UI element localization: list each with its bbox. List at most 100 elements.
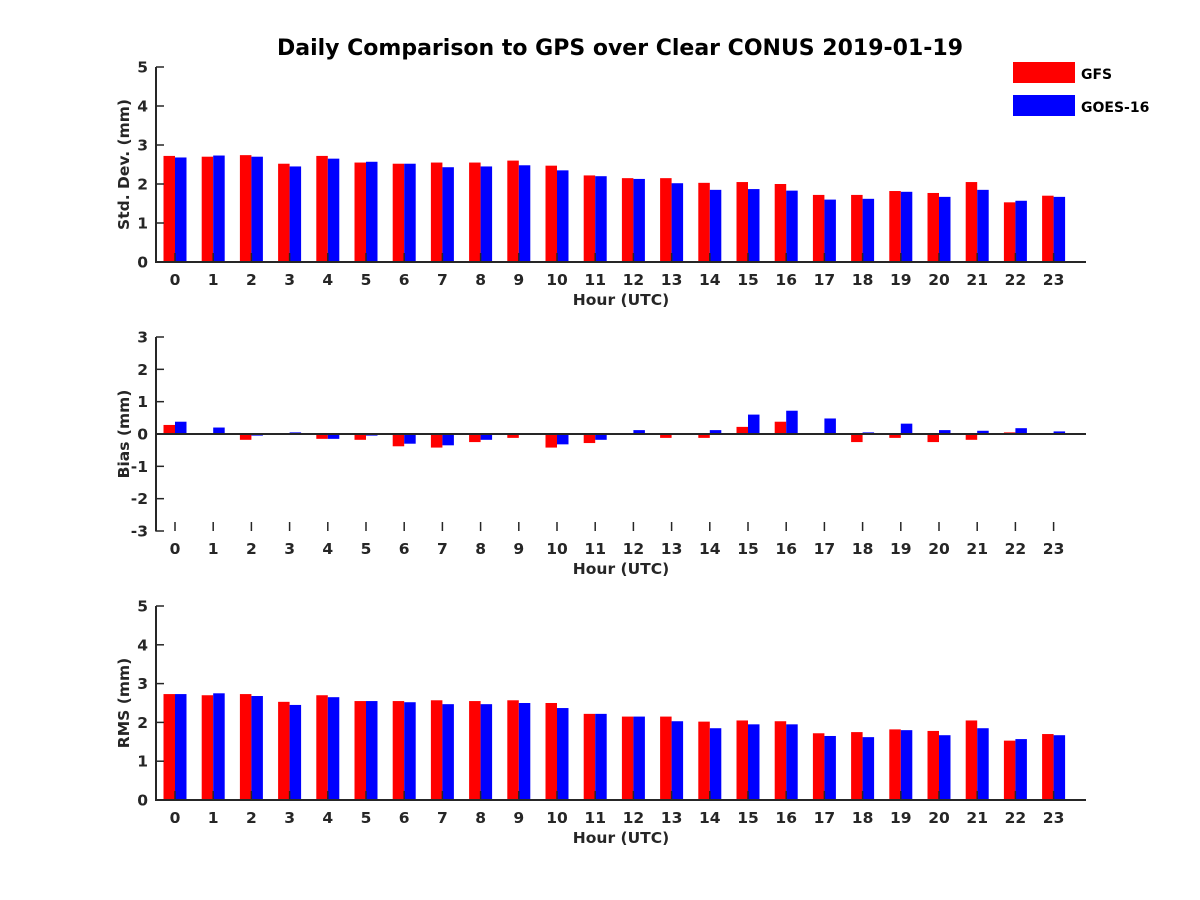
bar-rms-goes16-hour-22 [1015,739,1027,800]
x-tick-label-stddev: 9 [513,271,524,289]
bar-rms-gfs-hour-18 [851,732,863,800]
bar-rms-gfs-hour-4 [316,695,328,800]
y-tick-label-rms: 0 [137,792,148,810]
bar-stddev-goes16-hour-13 [671,183,684,262]
x-tick-label-rms: 15 [737,809,759,827]
bar-rms-gfs-hour-23 [1042,734,1054,800]
bar-rms-gfs-hour-22 [1003,740,1016,800]
bar-rms-gfs-hour-10 [545,703,557,800]
bar-rms-gfs-hour-1 [201,695,214,800]
bar-stddev-gfs-hour-0 [163,155,175,262]
x-tick-label-bias: 8 [475,540,486,558]
bar-rms-goes16-hour-11 [595,713,607,800]
x-tick-label-stddev: 23 [1043,271,1065,289]
bar-stddev-gfs-hour-22 [1003,202,1016,262]
bar-rms-goes16-hour-2 [251,696,263,800]
y-tick-label-stddev: 1 [137,215,148,233]
y-tick-label-stddev: 0 [137,254,148,272]
x-tick-label-bias: 5 [361,540,372,558]
x-tick-label-stddev: 14 [699,271,721,289]
bar-rms-gfs-hour-17 [812,733,825,800]
bar-rms-gfs-hour-0 [163,694,175,800]
x-tick-label-stddev: 0 [170,271,181,289]
y-tick-label-bias: -1 [131,458,148,476]
y-tick-label-bias: -3 [131,523,148,541]
bar-rms-goes16-hour-17 [824,735,836,800]
bar-bias-gfs-hour-15 [736,426,748,434]
bar-bias-goes16-hour-14 [709,430,722,434]
bar-stddev-gfs-hour-7 [430,162,443,262]
bar-stddev-goes16-hour-7 [442,167,454,262]
bar-stddev-goes16-hour-12 [633,178,645,262]
bar-bias-goes16-hour-19 [900,423,913,434]
x-axis-label-bias: Hour (UTC) [573,560,669,578]
x-tick-label-rms: 22 [1005,809,1027,827]
bar-stddev-goes16-hour-1 [213,155,225,262]
x-tick-label-bias: 23 [1043,540,1065,558]
x-tick-label-stddev: 13 [661,271,683,289]
bar-rms-gfs-hour-3 [278,701,290,800]
x-tick-label-bias: 3 [284,540,295,558]
bar-stddev-gfs-hour-11 [583,175,596,262]
bar-stddev-gfs-hour-14 [698,182,710,262]
legend-label-gfs: GFS [1081,67,1112,83]
legend-swatch-goes16 [1013,95,1075,116]
bar-bias-gfs-hour-5 [354,434,366,440]
y-axis-label-stddev: Std. Dev. (mm) [115,99,133,230]
x-tick-label-bias: 16 [775,540,797,558]
y-tick-label-bias: -2 [131,490,148,508]
bar-stddev-gfs-hour-21 [965,182,978,262]
bar-stddev-goes16-hour-0 [175,157,187,262]
x-tick-label-stddev: 12 [623,271,645,289]
bar-stddev-goes16-hour-22 [1015,200,1027,262]
bar-bias-gfs-hour-14 [698,434,710,438]
bar-rms-gfs-hour-6 [392,701,405,800]
y-tick-label-bias: 3 [137,329,148,347]
x-tick-label-stddev: 17 [814,271,836,289]
bar-stddev-goes16-hour-21 [977,189,989,262]
x-tick-label-bias: 14 [699,540,721,558]
x-tick-label-bias: 2 [246,540,257,558]
bar-stddev-goes16-hour-20 [939,196,951,262]
bar-bias-goes16-hour-12 [633,430,645,434]
x-tick-label-bias: 6 [399,540,410,558]
bar-stddev-gfs-hour-10 [545,165,557,262]
bar-bias-goes16-hour-7 [442,434,454,446]
x-tick-label-rms: 6 [399,809,410,827]
y-tick-label-bias: 0 [137,426,148,444]
bar-stddev-gfs-hour-8 [469,162,481,262]
bar-stddev-gfs-hour-2 [239,155,252,262]
x-tick-label-rms: 2 [246,809,257,827]
x-tick-label-rms: 1 [208,809,219,827]
x-tick-label-rms: 20 [928,809,950,827]
x-tick-label-rms: 13 [661,809,683,827]
x-tick-label-rms: 18 [852,809,874,827]
bar-rms-goes16-hour-12 [633,716,645,800]
bar-bias-gfs-hour-7 [430,434,443,448]
bar-stddev-goes16-hour-6 [404,163,416,262]
x-tick-label-rms: 23 [1043,809,1065,827]
x-tick-label-bias: 19 [890,540,912,558]
bar-rms-goes16-hour-0 [175,694,187,800]
bar-rms-goes16-hour-20 [939,735,951,800]
bar-bias-goes16-hour-17 [824,418,836,434]
y-tick-label-stddev: 2 [137,176,148,194]
bar-stddev-goes16-hour-5 [366,161,378,262]
x-tick-label-rms: 3 [284,809,295,827]
bar-bias-gfs-hour-20 [927,434,939,443]
x-axis-label-stddev: Hour (UTC) [573,291,669,309]
bar-rms-goes16-hour-13 [671,721,684,800]
bar-stddev-goes16-hour-8 [480,166,493,262]
x-tick-label-rms: 11 [584,809,606,827]
bar-stddev-gfs-hour-4 [316,155,328,262]
bar-stddev-goes16-hour-10 [557,170,569,262]
bar-rms-gfs-hour-9 [507,700,519,800]
x-tick-label-stddev: 19 [890,271,912,289]
x-tick-label-bias: 20 [928,540,950,558]
bar-stddev-goes16-hour-15 [748,189,760,262]
y-tick-label-rms: 4 [137,636,148,654]
bar-stddev-gfs-hour-9 [507,160,519,262]
x-tick-label-rms: 21 [966,809,988,827]
bar-rms-goes16-hour-16 [786,724,798,800]
